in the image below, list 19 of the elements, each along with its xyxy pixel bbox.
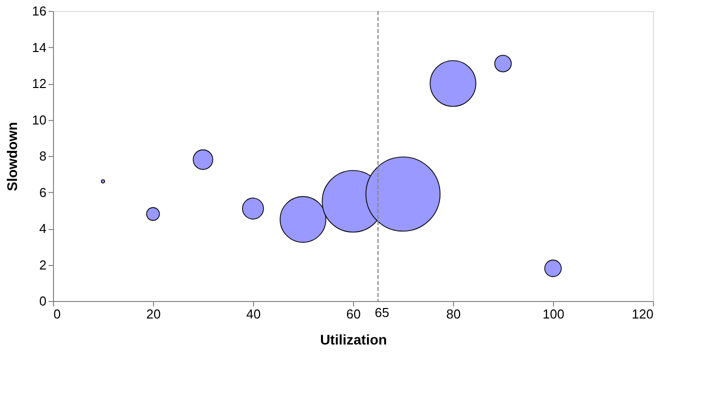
ref-line-label: 65 <box>374 305 390 320</box>
y-tick-label: 8 <box>39 148 46 164</box>
y-tick-label: 14 <box>32 40 46 55</box>
y-tick-label: 4 <box>39 221 46 236</box>
y-tick-label: 16 <box>32 4 46 18</box>
x-tick-label: 40 <box>246 306 261 322</box>
y-tick-label: 12 <box>32 76 46 91</box>
y-tick-label: 0 <box>39 294 46 308</box>
x-tick-label: 20 <box>146 306 161 322</box>
x-tick-label: 80 <box>446 306 461 322</box>
x-tick-label: 100 <box>542 306 564 322</box>
y-tick-label: 6 <box>39 184 46 200</box>
x-tick-label: 60 <box>346 306 361 322</box>
x-axis-title: Utilization <box>320 332 387 348</box>
x-tick-label: 0 <box>54 306 61 322</box>
x-tick-label: 120 <box>632 306 654 322</box>
y-tick-label: 10 <box>32 112 46 128</box>
y-tick-label: 2 <box>39 257 46 272</box>
y-axis-title: Slowdown <box>4 122 20 192</box>
